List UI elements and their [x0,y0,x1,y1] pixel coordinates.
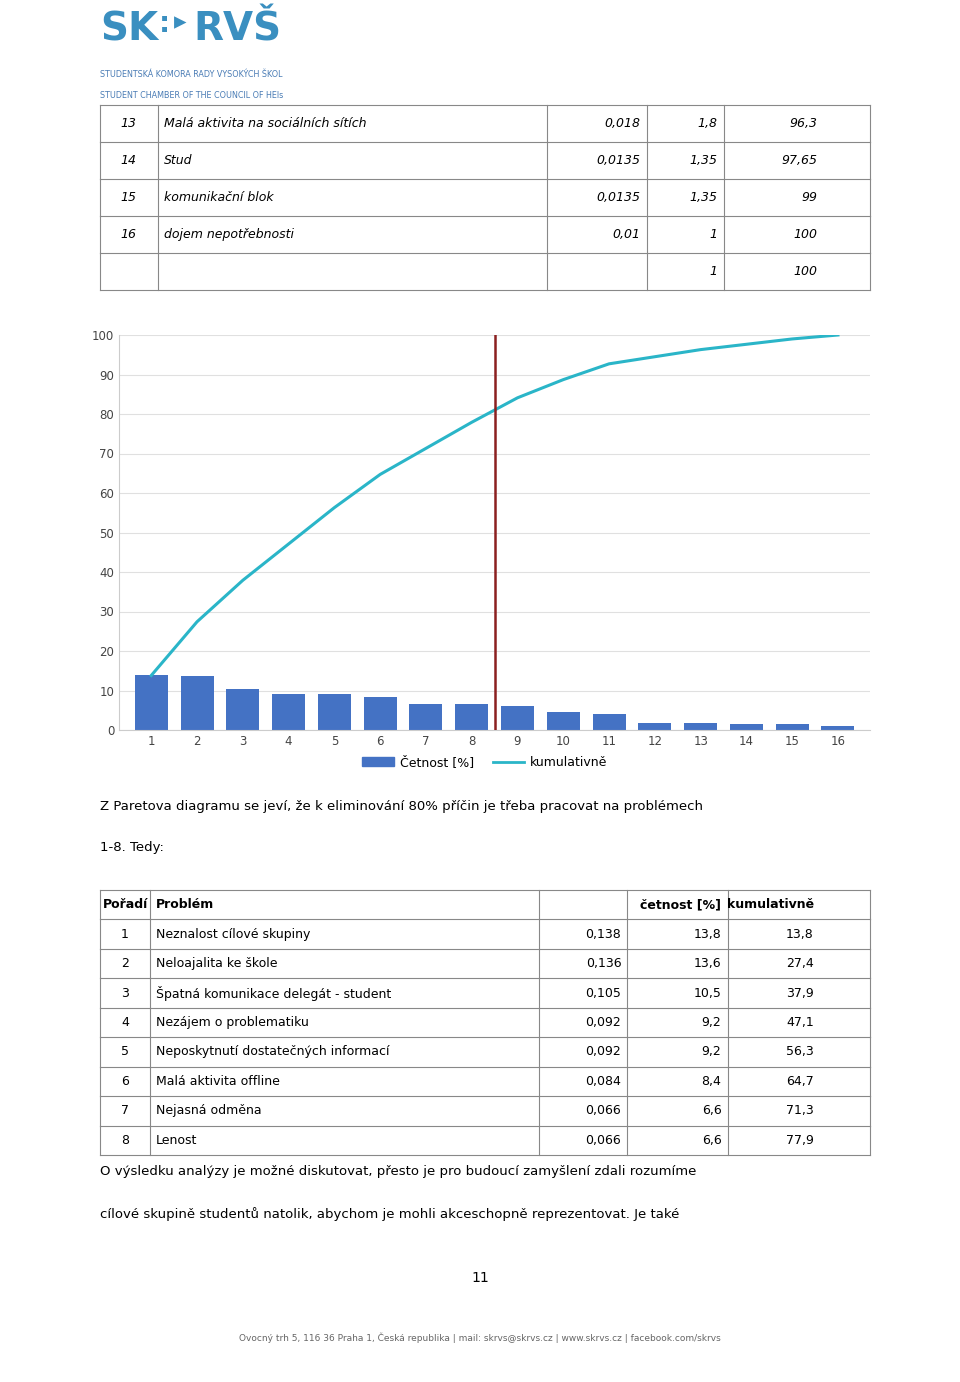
Text: Neposkytnutí dostatečných informací: Neposkytnutí dostatečných informací [156,1045,390,1059]
Bar [455,703,489,730]
Text: 1: 1 [709,228,717,240]
Text: 0,084: 0,084 [586,1075,621,1088]
Bar [776,724,808,730]
Text: 97,65: 97,65 [781,153,818,167]
Text: 96,3: 96,3 [790,117,818,130]
Bar [227,688,259,730]
Text: 13,8: 13,8 [694,927,721,941]
Text: 8,4: 8,4 [702,1075,721,1088]
Text: Lenost: Lenost [156,1133,198,1147]
Text: 3: 3 [121,987,129,999]
Legend: Četnost [%], kumulativně: Četnost [%], kumulativně [357,750,612,774]
Text: 1: 1 [709,265,717,278]
Text: 6: 6 [121,1075,129,1088]
Text: Problém: Problém [156,898,214,911]
Text: 9,2: 9,2 [702,1045,721,1059]
Text: 1-8. Tedy:: 1-8. Tedy: [100,842,164,854]
Text: komunikační blok: komunikační blok [164,191,274,205]
Text: 1,35: 1,35 [689,153,717,167]
Text: cílové skupině studentů natolik, abychom je mohli akceschopně reprezentovat. Je : cílové skupině studentů natolik, abychom… [100,1206,680,1220]
Text: STUDENT CHAMBER OF THE COUNCIL OF HEIs: STUDENT CHAMBER OF THE COUNCIL OF HEIs [100,91,283,100]
Bar [547,712,580,730]
Text: 13: 13 [121,117,137,130]
Text: 37,9: 37,9 [786,987,814,999]
Text: SK: SK [100,10,158,48]
Text: 2: 2 [121,958,129,970]
Text: 1,8: 1,8 [698,117,717,130]
Text: 0,0135: 0,0135 [596,191,640,205]
Text: 27,4: 27,4 [786,958,814,970]
Text: 13,6: 13,6 [694,958,721,970]
Text: 16: 16 [121,228,137,240]
Text: 0,018: 0,018 [605,117,640,130]
Bar [180,676,213,730]
Text: 6,6: 6,6 [702,1104,721,1117]
Text: 0,066: 0,066 [586,1133,621,1147]
Text: 1: 1 [121,927,129,941]
Text: 0,092: 0,092 [586,1016,621,1030]
Text: 11: 11 [471,1271,489,1285]
Text: Malá aktivita na sociálních sítích: Malá aktivita na sociálních sítích [164,117,367,130]
Text: Nejasná odměna: Nejasná odměna [156,1104,262,1117]
Text: 9,2: 9,2 [702,1016,721,1030]
Text: :: : [158,10,170,37]
Text: 99: 99 [802,191,818,205]
Text: 8: 8 [121,1133,129,1147]
Text: Nezájem o problematiku: Nezájem o problematiku [156,1016,309,1030]
Text: ▸: ▸ [174,10,186,35]
Text: 0,105: 0,105 [586,987,621,999]
Text: Ovocný trh 5, 116 36 Praha 1, Česká republika | mail: skrvs@skrvs.cz | www.skrvs: Ovocný trh 5, 116 36 Praha 1, Česká repu… [239,1332,721,1343]
Text: dojem nepotřebnosti: dojem nepotřebnosti [164,228,294,240]
Text: 0,136: 0,136 [586,958,621,970]
Bar [592,714,626,730]
Bar [638,723,671,730]
Text: 6,6: 6,6 [702,1133,721,1147]
Bar [684,723,717,730]
Bar [364,697,396,730]
Text: Špatná komunikace delegát - student: Špatná komunikace delegát - student [156,985,392,1001]
Text: 15: 15 [121,191,137,205]
Text: 47,1: 47,1 [786,1016,814,1030]
Text: RVŠ: RVŠ [194,10,282,48]
Text: 4: 4 [121,1016,129,1030]
Text: STUDENTSKÁ KOMORA RADY VYSOKÝCH ŠKOL: STUDENTSKÁ KOMORA RADY VYSOKÝCH ŠKOL [100,70,282,79]
Text: 14: 14 [121,153,137,167]
Text: Z Paretova diagramu se jeví, že k eliminování 80% příčin je třeba pracovat na pr: Z Paretova diagramu se jeví, že k elimin… [100,800,703,813]
Text: 0,092: 0,092 [586,1045,621,1059]
Text: 10,5: 10,5 [693,987,721,999]
Bar [272,694,305,730]
Text: 100: 100 [794,228,818,240]
Text: O výsledku analýzy je možné diskutovat, přesto je pro budoucí zamyšlení zdali ro: O výsledku analýzy je možné diskutovat, … [100,1165,696,1177]
Text: 0,01: 0,01 [612,228,640,240]
Text: Pořadí: Pořadí [103,898,148,911]
Text: četnost [%]: četnost [%] [640,898,721,911]
Bar [318,694,350,730]
Text: 13,8: 13,8 [786,927,814,941]
Bar [730,724,763,730]
Text: 0,066: 0,066 [586,1104,621,1117]
Text: 77,9: 77,9 [786,1133,814,1147]
Text: 56,3: 56,3 [786,1045,814,1059]
Text: 5: 5 [121,1045,129,1059]
Text: Stud: Stud [164,153,192,167]
Text: 64,7: 64,7 [786,1075,814,1088]
Bar [134,676,168,730]
Text: 100: 100 [794,265,818,278]
Text: 1,35: 1,35 [689,191,717,205]
Text: 0,0135: 0,0135 [596,153,640,167]
Text: 0,138: 0,138 [586,927,621,941]
Text: Neloajalita ke škole: Neloajalita ke škole [156,958,277,970]
Text: Malá aktivita offline: Malá aktivita offline [156,1075,280,1088]
Bar [501,705,534,730]
Text: Neznalost cílové skupiny: Neznalost cílové skupiny [156,927,311,941]
Text: 71,3: 71,3 [786,1104,814,1117]
Bar [410,703,443,730]
Text: 7: 7 [121,1104,129,1117]
Bar [822,726,854,730]
Text: kumulativně: kumulativně [727,898,814,911]
